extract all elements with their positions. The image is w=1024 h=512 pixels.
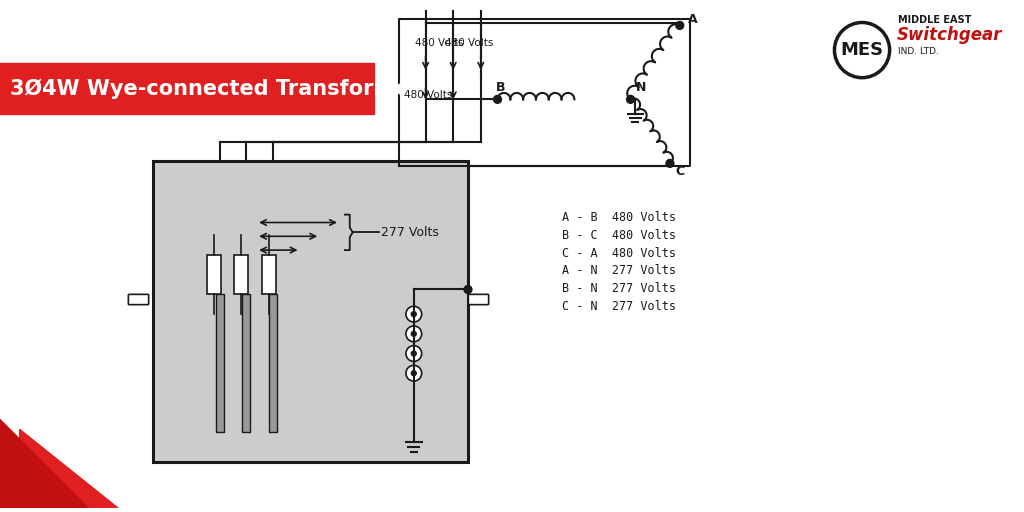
Bar <box>153 161 468 462</box>
Circle shape <box>412 312 416 316</box>
Circle shape <box>627 95 635 103</box>
Circle shape <box>412 331 416 336</box>
Text: C - A  480 Volts: C - A 480 Volts <box>561 247 676 260</box>
Circle shape <box>406 366 422 381</box>
Text: MIDDLE EAST: MIDDLE EAST <box>898 14 972 25</box>
Text: 3Ø4W Wye-connected Transformer: 3Ø4W Wye-connected Transformer <box>10 78 420 99</box>
Text: Switchgear: Switchgear <box>897 26 1002 45</box>
Text: 480 Volts: 480 Volts <box>444 38 494 48</box>
Polygon shape <box>19 430 118 508</box>
Text: B - N  277 Volts: B - N 277 Volts <box>561 282 676 295</box>
Text: 277 Volts: 277 Volts <box>381 226 439 239</box>
Polygon shape <box>0 419 89 508</box>
Circle shape <box>406 306 422 322</box>
Circle shape <box>676 22 684 29</box>
Text: B: B <box>496 81 505 95</box>
Bar <box>262 255 275 294</box>
Circle shape <box>494 95 502 103</box>
Bar <box>216 294 223 432</box>
Bar <box>468 294 487 304</box>
Bar <box>0 63 375 114</box>
Circle shape <box>406 326 422 342</box>
Text: MES: MES <box>841 41 884 59</box>
Text: N: N <box>636 81 646 95</box>
Bar <box>234 255 248 294</box>
Text: A - B  480 Volts: A - B 480 Volts <box>561 211 676 224</box>
Bar <box>128 294 147 304</box>
Circle shape <box>666 159 674 167</box>
Text: A - N  277 Volts: A - N 277 Volts <box>561 264 676 278</box>
Bar <box>269 294 276 432</box>
Text: 480 Volts: 480 Volts <box>415 38 464 48</box>
Bar <box>207 255 221 294</box>
Bar <box>468 294 487 304</box>
Bar <box>128 294 147 304</box>
Circle shape <box>464 286 472 293</box>
Text: A: A <box>688 12 697 26</box>
Text: IND. LTD.: IND. LTD. <box>898 47 939 56</box>
Bar <box>468 294 487 304</box>
Text: B - C  480 Volts: B - C 480 Volts <box>561 229 676 242</box>
Text: 480 Volts: 480 Volts <box>404 91 453 100</box>
Circle shape <box>406 346 422 361</box>
Bar <box>243 294 250 432</box>
Bar <box>128 294 147 304</box>
Circle shape <box>412 371 416 376</box>
Text: C: C <box>676 165 685 178</box>
Circle shape <box>412 351 416 356</box>
Text: C - N  277 Volts: C - N 277 Volts <box>561 300 676 313</box>
